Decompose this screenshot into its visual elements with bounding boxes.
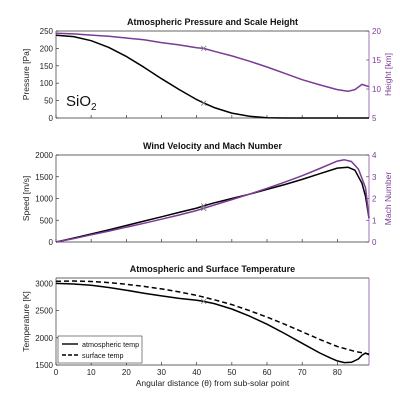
series-line-3-1: [55, 282, 370, 364]
series-marker-b-1-1: [200, 100, 207, 106]
chart-title-2: Wind Velocity and Mach Number: [143, 141, 282, 151]
y-tick-label-1-0: 0: [49, 114, 54, 123]
y-tick-label-1-5: 250: [40, 27, 54, 36]
series-line-1-2: [55, 32, 370, 93]
series-marker-b-2-2: [200, 205, 207, 212]
x-axis-label: Angular distance (θ) from sub-solar poin…: [136, 378, 290, 388]
series-marker-b-3-1: [200, 298, 207, 305]
y2-tick-label-2-0: 0: [372, 238, 377, 247]
legend-label-2: surface temp: [82, 351, 124, 360]
y-tick-label-2-0: 0: [49, 238, 54, 247]
x-tick-label-8: 80: [333, 368, 342, 377]
y-axis-label-3: Temperature [K]: [21, 291, 31, 351]
x-tick-label-7: 70: [298, 368, 307, 377]
y-tick-label-2-3: 1500: [35, 173, 53, 182]
legend-box: [57, 335, 143, 364]
chart-title-1: Atmospheric Pressure and Scale Height: [127, 17, 298, 27]
y2-axis-label-1: Height [km]: [383, 53, 393, 96]
series-line-2-1: [55, 166, 370, 243]
series-line-1-1: [55, 34, 369, 119]
y-axis-label-1: Pressure [Pa]: [21, 49, 31, 101]
y-tick-label-2-2: 1000: [35, 195, 53, 204]
y2-tick-label-2-2: 2: [372, 195, 377, 204]
y-tick-label-2-4: 2000: [35, 151, 53, 160]
y-axis-label-2: Speed [m/s]: [21, 176, 31, 221]
x-tick-label-0: 0: [54, 368, 59, 377]
y2-tick-label-2-1: 1: [372, 216, 377, 225]
y2-axis-label-2: Mach Number: [383, 172, 393, 226]
y2-tick-label-1-3: 20: [372, 27, 381, 36]
x-tick-label-3: 30: [157, 368, 166, 377]
series-line-3-2: [55, 280, 370, 355]
y-tick-label-1-4: 200: [40, 44, 54, 53]
y2-tick-label-2-3: 3: [372, 173, 377, 182]
x-tick-label-1: 10: [87, 368, 96, 377]
y-tick-label-1-1: 50: [44, 97, 53, 106]
y2-tick-label-2-4: 4: [372, 151, 377, 160]
series-marker-b-2-1: [200, 203, 207, 209]
y-tick-label-1-3: 150: [40, 62, 54, 71]
y-tick-label-3-3: 3000: [35, 279, 53, 288]
y-tick-label-3-1: 2000: [35, 334, 53, 343]
x-tick-label-5: 50: [227, 368, 236, 377]
y-tick-label-3-2: 2500: [35, 307, 53, 316]
y2-tick-label-1-0: 5: [372, 114, 377, 123]
x-tick-label-4: 40: [192, 368, 201, 377]
y-tick-label-3-0: 1500: [35, 361, 53, 370]
legend-label-1: atmospheric temp: [82, 340, 139, 349]
series-marker-b-1-2: [200, 45, 207, 52]
y-tick-label-2-1: 500: [40, 216, 54, 225]
x-tick-label-6: 60: [263, 368, 272, 377]
y2-tick-label-1-1: 10: [372, 85, 381, 94]
annotation-label: SiO2: [66, 93, 97, 113]
x-tick-label-2: 20: [122, 368, 131, 377]
series-line-2-2: [55, 159, 370, 243]
y2-tick-label-1-2: 15: [372, 56, 381, 65]
chart-title-3: Atmospheric and Surface Temperature: [130, 264, 295, 274]
y-tick-label-1-2: 100: [40, 79, 54, 88]
